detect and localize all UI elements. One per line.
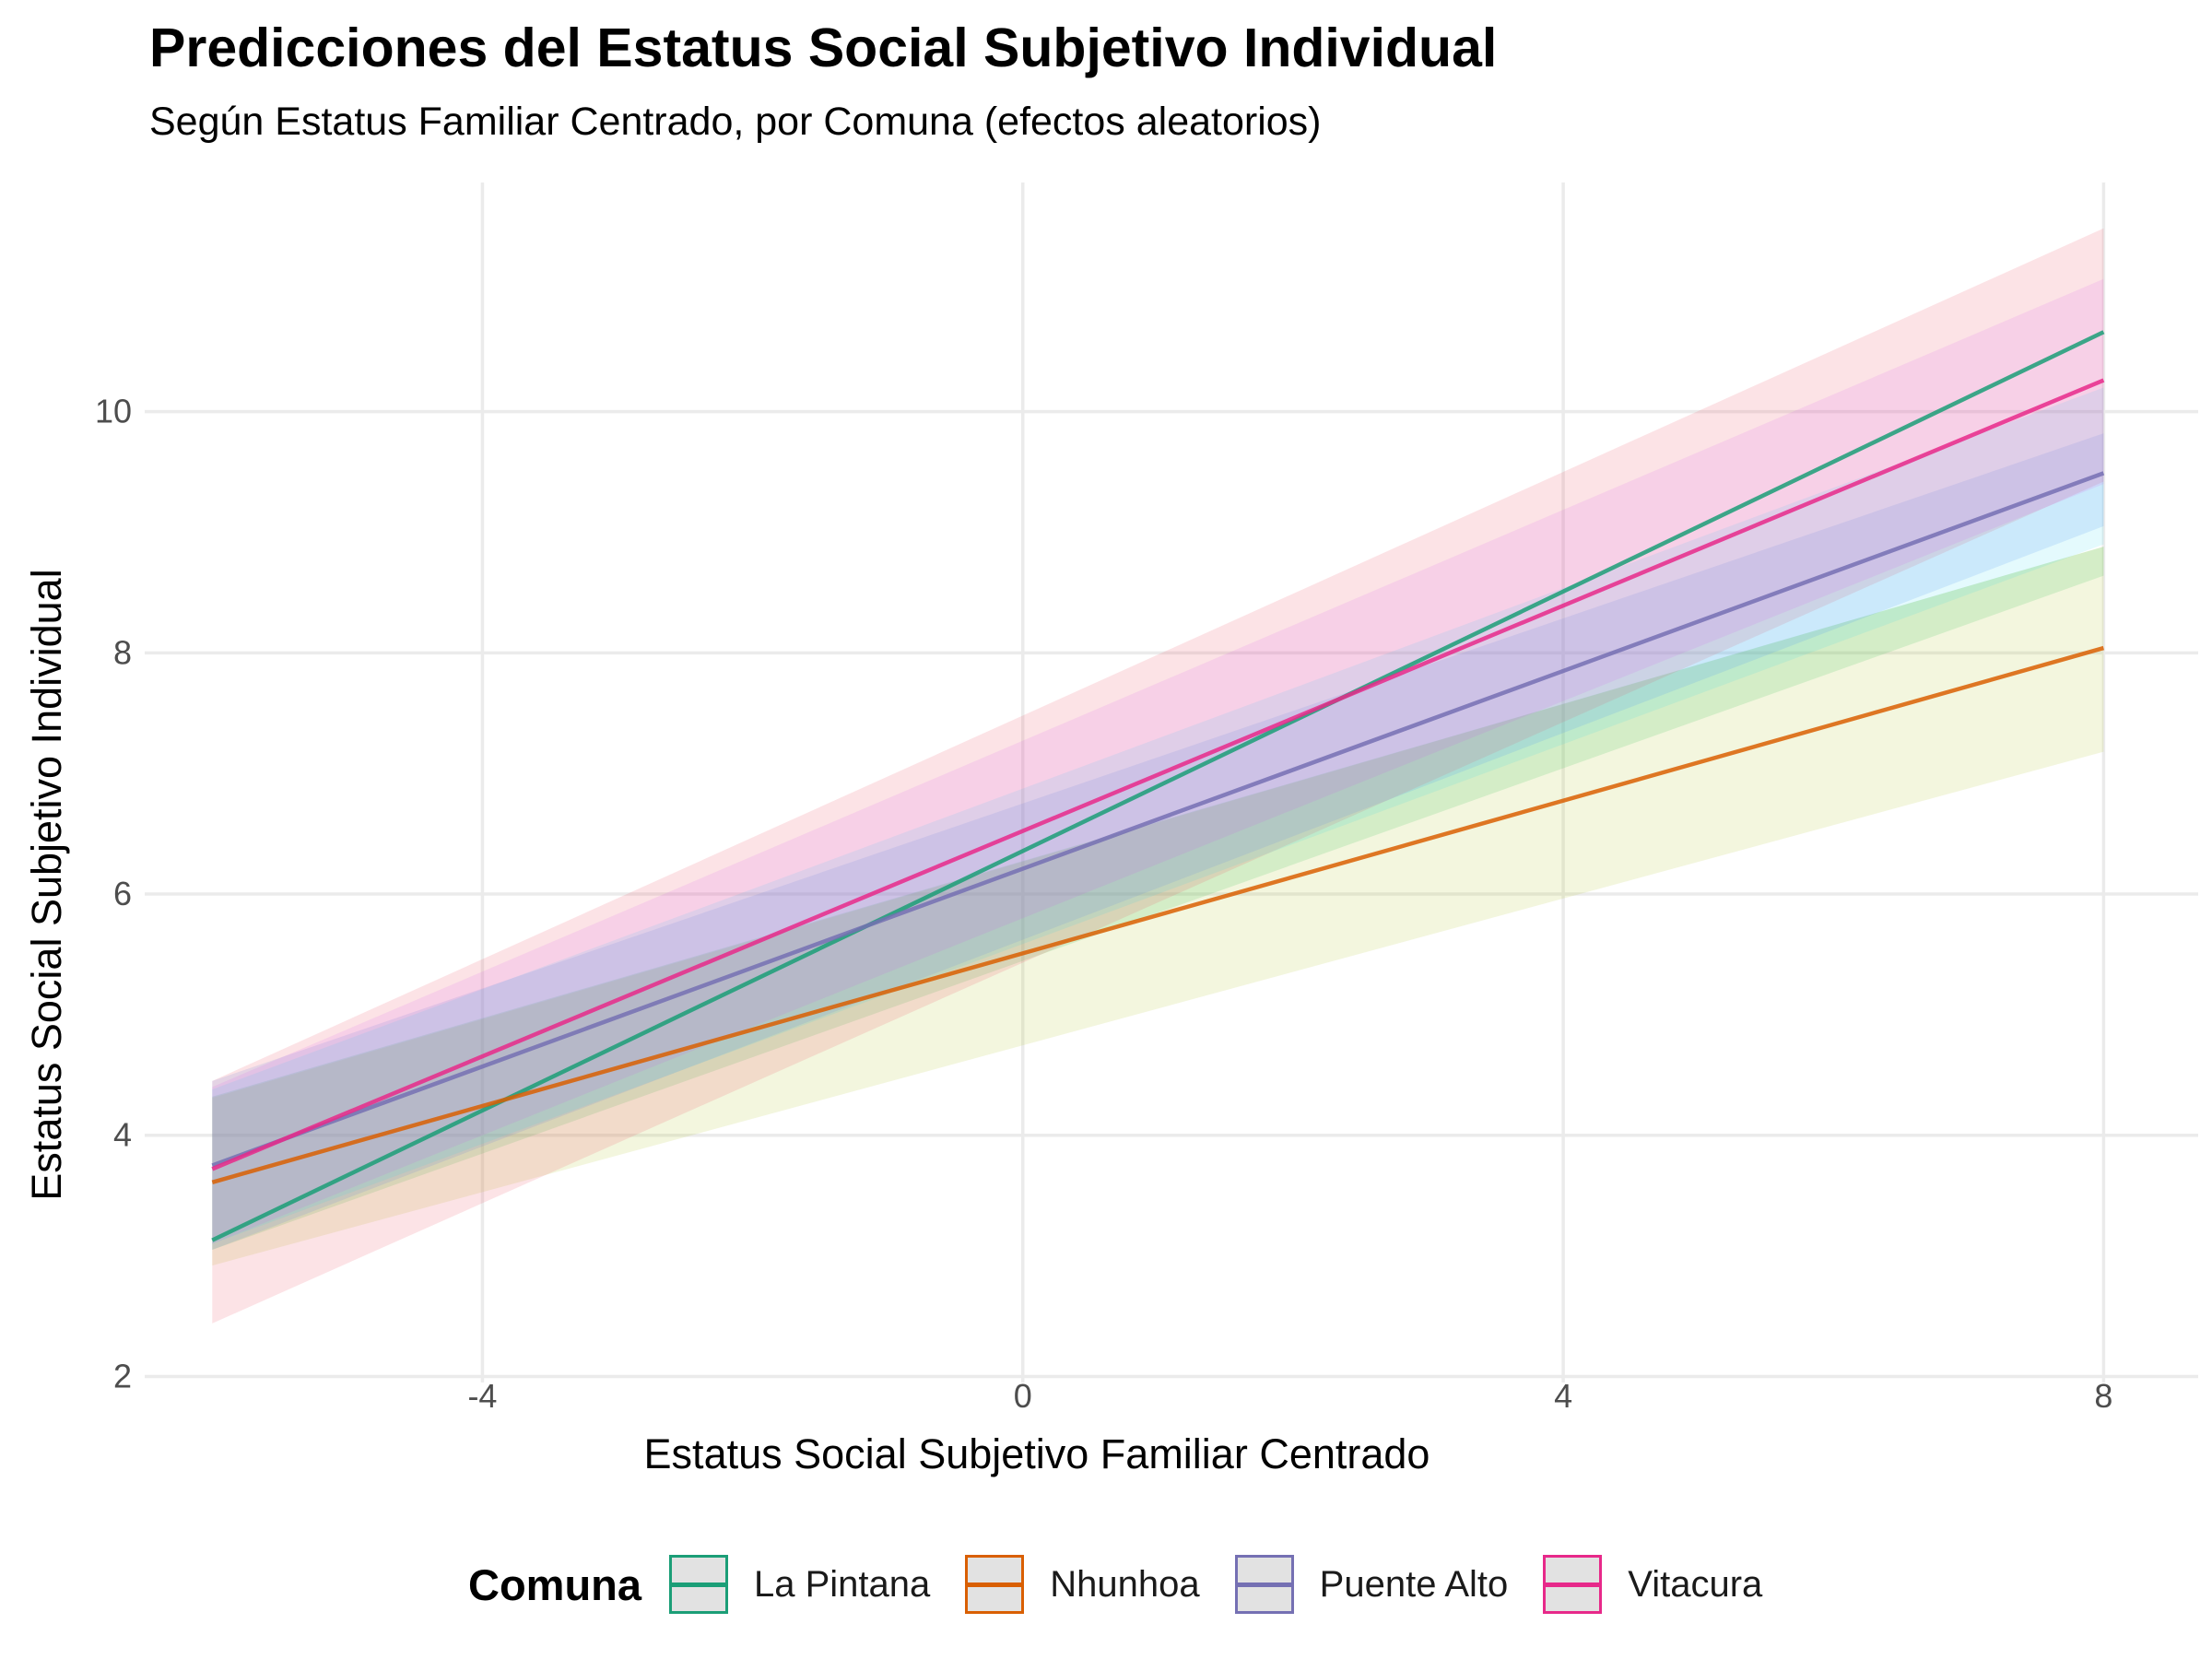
legend: Comuna La Pintana Nhunhoa Puente Alto Vitac… bbox=[468, 1551, 1797, 1618]
legend-key bbox=[1234, 1555, 1294, 1614]
chart-title: Predicciones del Estatus Social Subjetiv… bbox=[149, 18, 1498, 78]
legend-label: Puente Alto bbox=[1319, 1563, 1509, 1605]
ribbon bbox=[212, 433, 2104, 1251]
legend-item: Vitacura bbox=[1543, 1555, 1762, 1614]
series-lines bbox=[211, 330, 2105, 1242]
y-axis-label: Estatus Social Subjetivo Individual bbox=[23, 569, 70, 1200]
x-tick-label: 0 bbox=[1014, 1377, 1032, 1415]
x-tick-label: 8 bbox=[2094, 1377, 2112, 1415]
ribbon bbox=[212, 547, 2104, 1266]
legend-label: Nhunhoa bbox=[1050, 1563, 1200, 1605]
series-line bbox=[211, 378, 2105, 1171]
grid-lines bbox=[145, 182, 2198, 1382]
x-tick-labels: -4 0 4 8 bbox=[467, 1377, 2112, 1415]
y-tick-label: 4 bbox=[113, 1116, 132, 1154]
x-tick-label: 4 bbox=[1554, 1377, 1572, 1415]
ribbon bbox=[212, 387, 2104, 1244]
legend-key bbox=[669, 1555, 728, 1614]
legend-key bbox=[1543, 1555, 1603, 1614]
series-line bbox=[211, 645, 2105, 1184]
chart-subtitle: Según Estatus Familiar Centrado, por Com… bbox=[149, 100, 1322, 144]
y-tick-label: 8 bbox=[113, 633, 132, 671]
legend-item: Nhunhoa bbox=[965, 1555, 1200, 1614]
series-line bbox=[211, 330, 2105, 1242]
legend-label: Vitacura bbox=[1628, 1563, 1763, 1605]
ribbon bbox=[212, 278, 2104, 1244]
legend-title: Comuna bbox=[468, 1559, 641, 1609]
x-tick-label: -4 bbox=[467, 1377, 497, 1415]
legend-label: La Pintana bbox=[754, 1563, 931, 1605]
y-tick-label: 10 bbox=[95, 393, 132, 430]
legend-key bbox=[965, 1555, 1025, 1614]
y-tick-label: 2 bbox=[113, 1357, 132, 1394]
y-tick-label: 6 bbox=[113, 875, 132, 912]
series-line bbox=[211, 471, 2105, 1168]
x-axis-label: Estatus Social Subjetivo Familiar Centra… bbox=[644, 1430, 1430, 1477]
legend-item: Puente Alto bbox=[1234, 1555, 1509, 1614]
ribbon bbox=[212, 547, 2104, 1251]
y-tick-labels: 2 4 6 8 10 bbox=[95, 393, 132, 1395]
legend-item: La Pintana bbox=[669, 1555, 930, 1614]
